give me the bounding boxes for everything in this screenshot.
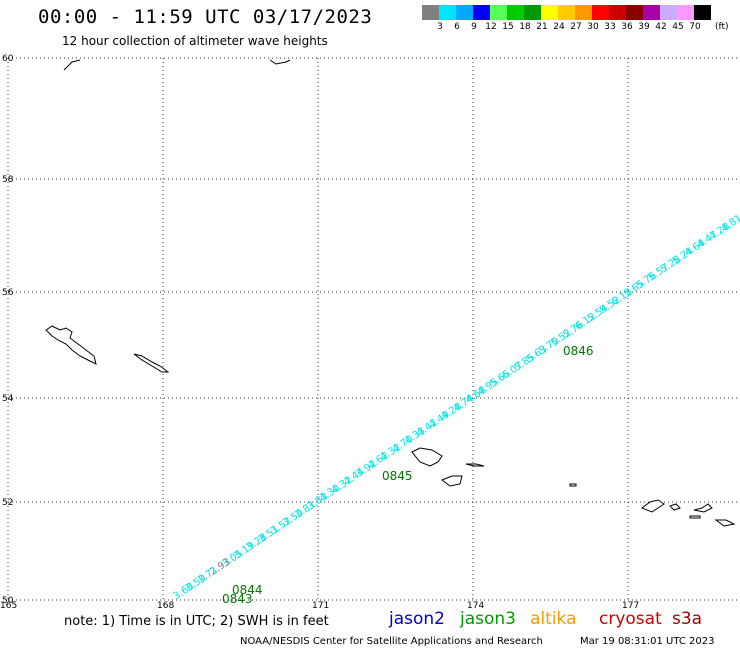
legend-swatch (575, 5, 592, 20)
map-frame (8, 58, 740, 602)
legend-label: 12 (485, 22, 497, 32)
latitude-label: 54 (2, 394, 14, 404)
legend-label: 36 (621, 22, 633, 32)
legend-swatch (507, 5, 524, 20)
chart-subtitle: 12 hour collection of altimeter wave hei… (62, 34, 328, 48)
latitude-labels: 60 58 56 54 52 50 (2, 54, 14, 606)
island-top-left (63, 59, 291, 71)
legend-unit: (ft) (715, 22, 729, 32)
island-east-1 (640, 499, 665, 513)
legend-label: 70 (689, 22, 701, 32)
legend-label: 21 (536, 22, 548, 32)
island-west-small (133, 353, 170, 373)
pass-time-label: 0843 (222, 592, 253, 606)
legend-label: 42 (655, 22, 667, 32)
satellite-label-cryosat: cryosat (599, 609, 662, 629)
credit-line: NOAA/NESDIS Center for Satellite Applica… (240, 636, 543, 647)
satellite-label-jason3: jason3 (460, 609, 516, 629)
island-central-small (465, 463, 485, 467)
legend-label: 15 (502, 22, 514, 32)
island-mid (440, 475, 463, 487)
legend-label: 3 (437, 22, 443, 32)
legend-label: 33 (604, 22, 616, 32)
pass-time-label: 0844 (232, 583, 263, 597)
legend-label: 9 (471, 22, 477, 32)
pass-time-label: 0845 (382, 469, 413, 483)
legend-swatch (626, 5, 643, 20)
color-legend-bar (422, 5, 711, 20)
chart-title: 00:00 - 11:59 UTC 03/17/2023 (38, 6, 373, 28)
legend-label: 45 (672, 22, 684, 32)
latitude-label: 56 (2, 288, 14, 298)
legend-swatch (660, 5, 677, 20)
datestamp: Mar 19 08:31:01 UTC 2023 (580, 636, 715, 647)
legend-swatch (677, 5, 694, 20)
pass-time-label: 0846 (563, 344, 594, 358)
legend-swatch (422, 5, 439, 20)
island-central (411, 447, 443, 467)
island-east-3 (689, 515, 736, 527)
latitude-label: 58 (2, 175, 14, 185)
latitude-label: 52 (2, 498, 13, 508)
legend-swatch (643, 5, 660, 20)
legend-swatch (473, 5, 490, 20)
longitude-label: 171 (312, 601, 330, 611)
legend-label: 6 (454, 22, 460, 32)
legend-swatch (439, 5, 456, 20)
legend-swatch (541, 5, 558, 20)
island-west-large (45, 325, 97, 365)
longitude-label: 174 (467, 601, 485, 611)
longitude-label: 177 (622, 601, 640, 611)
longitude-label: 165 (0, 601, 18, 611)
latitude-label: 60 (2, 54, 14, 64)
legend-swatch (456, 5, 473, 20)
legend-swatch (490, 5, 507, 20)
legend-swatch (609, 5, 626, 20)
legend-label: 39 (638, 22, 650, 32)
legend-swatch (524, 5, 541, 20)
legend-label: 30 (587, 22, 599, 32)
satellite-label-altika: altika (530, 609, 577, 629)
satellite-label-jason2: jason2 (389, 609, 445, 629)
longitude-label: 168 (157, 601, 175, 611)
island-dot (569, 483, 577, 487)
legend-swatch (694, 5, 711, 20)
legend-label: 24 (553, 22, 565, 32)
latitude-label: 50 (2, 596, 14, 606)
legend-swatch (558, 5, 575, 20)
legend-swatch (592, 5, 609, 20)
legend-label: 18 (519, 22, 531, 32)
satellite-label-s3a: s3a (672, 609, 703, 629)
island-east-2 (669, 503, 713, 513)
footer-note: note: 1) Time is in UTC; 2) SWH is in fe… (64, 614, 329, 629)
coastlines (45, 59, 736, 527)
legend-label: 27 (570, 22, 582, 32)
